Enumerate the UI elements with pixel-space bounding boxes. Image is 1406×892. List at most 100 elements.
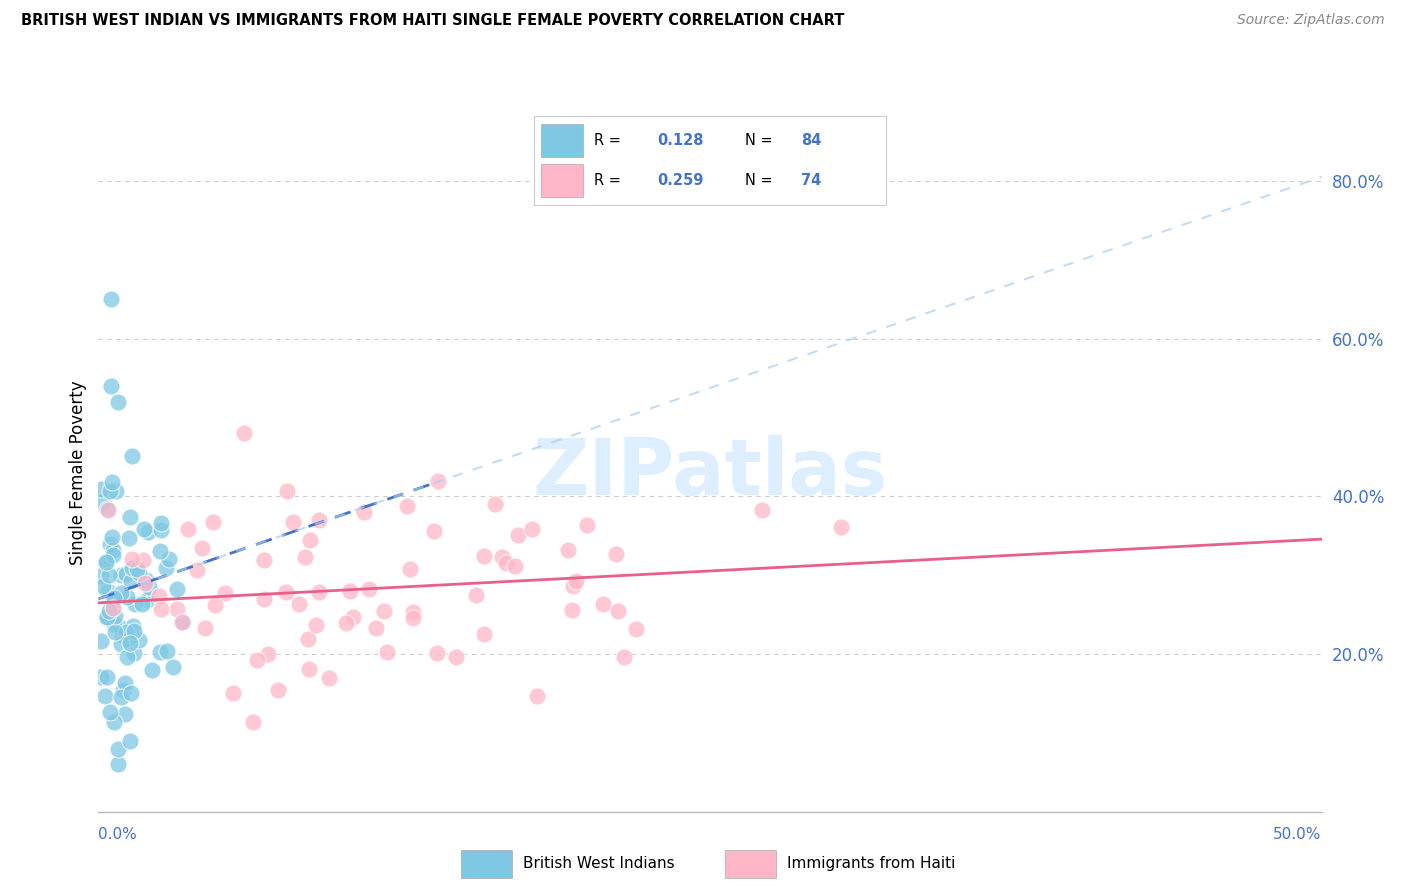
Point <box>110 622 132 636</box>
Point <box>562 579 585 593</box>
Point <box>172 615 194 629</box>
Text: R =: R = <box>593 133 626 147</box>
Point <box>118 733 141 747</box>
Point <box>121 560 143 574</box>
Point <box>506 528 529 542</box>
Point <box>426 474 449 488</box>
Point <box>426 647 449 661</box>
Point <box>128 566 150 580</box>
Point <box>305 618 328 632</box>
Point <box>103 714 125 729</box>
Point <box>91 579 114 593</box>
Point <box>148 589 170 603</box>
Point <box>96 502 118 516</box>
Point <box>96 609 118 624</box>
Point <box>110 621 132 635</box>
Point <box>484 498 506 512</box>
Point <box>121 552 143 566</box>
Point <box>166 601 188 615</box>
Point <box>472 549 495 563</box>
Point <box>170 615 193 629</box>
Point <box>257 648 280 662</box>
Point <box>297 632 319 646</box>
Point <box>90 482 112 496</box>
Point <box>98 705 121 719</box>
Point <box>191 541 214 556</box>
Point <box>120 686 142 700</box>
Point <box>245 653 267 667</box>
Point <box>118 531 141 545</box>
Text: ZIPatlas: ZIPatlas <box>533 434 887 511</box>
Point <box>557 542 579 557</box>
Point <box>274 585 297 599</box>
Point <box>155 561 177 575</box>
Point <box>110 586 132 600</box>
Point <box>100 293 122 307</box>
Point <box>156 644 179 658</box>
Point <box>111 628 134 642</box>
Point <box>105 483 128 498</box>
Point <box>107 741 129 756</box>
Point <box>150 523 173 537</box>
Point <box>121 450 143 464</box>
Point <box>131 597 153 611</box>
Point <box>308 584 330 599</box>
Point <box>613 649 636 664</box>
Point <box>150 602 173 616</box>
Point <box>124 597 146 611</box>
Point <box>353 504 375 518</box>
Point <box>120 574 142 588</box>
Point <box>97 583 120 598</box>
Point <box>232 426 254 441</box>
Point <box>100 379 122 393</box>
Point <box>357 582 380 597</box>
Point <box>94 555 117 569</box>
Point <box>136 525 159 540</box>
Point <box>122 619 145 633</box>
Point <box>100 530 122 544</box>
Point <box>103 616 125 631</box>
Point <box>128 632 150 647</box>
Point <box>98 537 121 551</box>
Point <box>118 510 141 524</box>
Point <box>495 556 517 570</box>
Text: N =: N = <box>745 133 778 147</box>
Point <box>202 516 225 530</box>
Point <box>276 484 298 499</box>
Point <box>132 553 155 567</box>
Point <box>94 556 117 570</box>
Point <box>114 567 136 582</box>
Point <box>101 595 124 609</box>
Point <box>253 553 276 567</box>
Text: 50.0%: 50.0% <box>1274 827 1322 841</box>
Point <box>186 563 208 577</box>
Point <box>97 502 120 516</box>
Point <box>592 597 614 611</box>
Point <box>117 650 139 665</box>
Point <box>605 547 627 561</box>
Point <box>118 631 141 645</box>
Point <box>96 670 118 684</box>
Point <box>294 549 316 564</box>
Point <box>288 597 311 611</box>
Point <box>607 604 630 618</box>
Point <box>112 682 135 697</box>
Point <box>101 542 124 557</box>
Point <box>125 562 148 576</box>
Point <box>114 707 136 722</box>
Point <box>465 588 488 602</box>
Point <box>375 645 398 659</box>
Point <box>830 520 852 534</box>
Point <box>114 624 136 639</box>
Point <box>373 603 395 617</box>
Text: N =: N = <box>745 173 778 187</box>
Point <box>342 609 364 624</box>
Text: Immigrants from Haiti: Immigrants from Haiti <box>787 855 956 871</box>
Point <box>308 513 330 527</box>
Point <box>115 591 138 605</box>
Point <box>166 582 188 596</box>
Point <box>222 686 245 700</box>
Point <box>91 495 114 509</box>
Point <box>97 568 120 582</box>
Point <box>395 499 418 513</box>
